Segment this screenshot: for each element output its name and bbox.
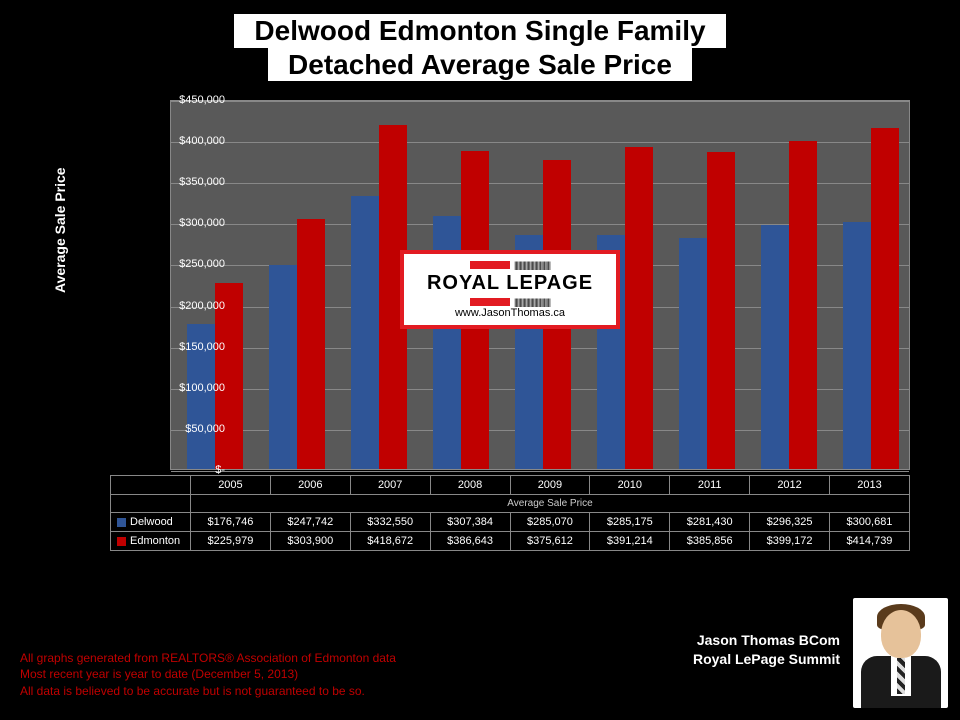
bar-group bbox=[745, 101, 827, 469]
year-header: 2013 bbox=[830, 476, 910, 495]
author-photo bbox=[853, 598, 948, 708]
data-cell: $176,746 bbox=[191, 513, 271, 532]
y-tick-label: $450,000 bbox=[160, 94, 225, 106]
data-cell: $300,681 bbox=[830, 513, 910, 532]
y-tick-label: $400,000 bbox=[160, 135, 225, 147]
y-tick-label: $300,000 bbox=[160, 217, 225, 229]
table-row: Delwood$176,746$247,742$332,550$307,384$… bbox=[111, 513, 910, 532]
bar bbox=[761, 225, 789, 469]
bar bbox=[679, 238, 707, 469]
y-tick-label: $250,000 bbox=[160, 258, 225, 270]
y-axis-title: Average Sale Price bbox=[52, 167, 68, 293]
bar-group bbox=[827, 101, 909, 469]
data-table: 200520062007200820092010201120122013 Ave… bbox=[110, 475, 910, 551]
legend-swatch bbox=[117, 537, 126, 546]
data-cell: $307,384 bbox=[430, 513, 510, 532]
data-cell: $285,175 bbox=[590, 513, 670, 532]
watermark-logo: ||||||||||||||||||||||||||| ROYAL LEPAGE… bbox=[400, 250, 620, 329]
year-header: 2008 bbox=[430, 476, 510, 495]
series-label: Delwood bbox=[111, 513, 191, 532]
data-cell: $418,672 bbox=[350, 532, 430, 551]
bar bbox=[789, 141, 817, 469]
title-line-2: Detached Average Sale Price bbox=[268, 48, 692, 82]
disclaimer-line: All data is believed to be accurate but … bbox=[20, 683, 396, 700]
bar bbox=[269, 265, 297, 469]
data-cell: $399,172 bbox=[750, 532, 830, 551]
bar bbox=[707, 152, 735, 469]
series-label: Edmonton bbox=[111, 532, 191, 551]
watermark-brand: ROYAL LEPAGE bbox=[412, 272, 608, 295]
year-header: 2007 bbox=[350, 476, 430, 495]
bar bbox=[297, 219, 325, 469]
year-header: 2011 bbox=[670, 476, 750, 495]
author-block: Jason Thomas BCom Royal LePage Summit bbox=[693, 631, 840, 670]
watermark-url: www.JasonThomas.ca bbox=[412, 307, 608, 319]
data-cell: $332,550 bbox=[350, 513, 430, 532]
data-cell: $414,739 bbox=[830, 532, 910, 551]
y-tick-label: $150,000 bbox=[160, 341, 225, 353]
year-header: 2012 bbox=[750, 476, 830, 495]
author-company: Royal LePage Summit bbox=[693, 650, 840, 670]
bar bbox=[843, 222, 871, 469]
y-tick-label: $200,000 bbox=[160, 300, 225, 312]
bar bbox=[351, 196, 379, 469]
legend-swatch bbox=[117, 518, 126, 527]
data-cell: $386,643 bbox=[430, 532, 510, 551]
y-tick-label: $100,000 bbox=[160, 382, 225, 394]
year-header: 2005 bbox=[191, 476, 271, 495]
bar bbox=[625, 147, 653, 469]
data-cell: $281,430 bbox=[670, 513, 750, 532]
data-cell: $375,612 bbox=[510, 532, 590, 551]
data-cell: $247,742 bbox=[270, 513, 350, 532]
year-header: 2006 bbox=[270, 476, 350, 495]
x-axis-label: Average Sale Price bbox=[191, 495, 910, 513]
xaxis-label-row: Average Sale Price bbox=[111, 495, 910, 513]
table-row: Edmonton$225,979$303,900$418,672$386,643… bbox=[111, 532, 910, 551]
bar bbox=[871, 128, 899, 469]
disclaimer-line: Most recent year is year to date (Decemb… bbox=[20, 666, 396, 683]
y-tick-label: $350,000 bbox=[160, 176, 225, 188]
title-line-1: Delwood Edmonton Single Family bbox=[234, 14, 725, 48]
year-header: 2009 bbox=[510, 476, 590, 495]
data-cell: $303,900 bbox=[270, 532, 350, 551]
year-header: 2010 bbox=[590, 476, 670, 495]
chart-title: Delwood Edmonton Single Family Detached … bbox=[0, 0, 960, 81]
data-cell: $391,214 bbox=[590, 532, 670, 551]
bar-group bbox=[253, 101, 335, 469]
disclaimer-line: All graphs generated from REALTORS® Asso… bbox=[20, 650, 396, 667]
footer-disclaimer: All graphs generated from REALTORS® Asso… bbox=[20, 650, 396, 700]
data-cell: $285,070 bbox=[510, 513, 590, 532]
data-cell: $296,325 bbox=[750, 513, 830, 532]
author-name: Jason Thomas BCom bbox=[693, 631, 840, 651]
gridline bbox=[171, 471, 909, 472]
bar-group bbox=[663, 101, 745, 469]
data-cell: $225,979 bbox=[191, 532, 271, 551]
data-cell: $385,856 bbox=[670, 532, 750, 551]
bar-group bbox=[171, 101, 253, 469]
y-tick-label: $50,000 bbox=[160, 423, 225, 435]
table-header-row: 200520062007200820092010201120122013 bbox=[111, 476, 910, 495]
